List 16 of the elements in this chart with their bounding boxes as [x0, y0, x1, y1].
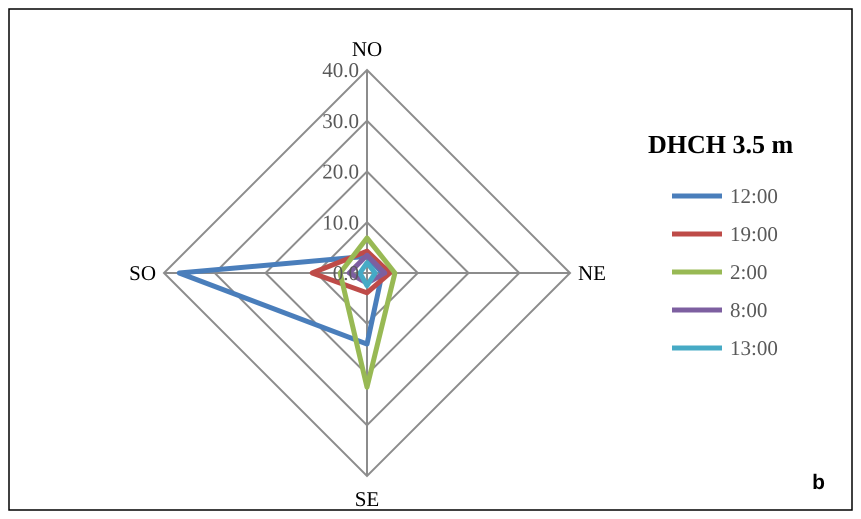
legend-label: 2:00 — [730, 260, 768, 284]
spoke-label: SO — [129, 261, 156, 285]
text: b — [812, 471, 825, 494]
legend-title: DHCH 3.5 m — [648, 130, 794, 159]
spoke-label: NE — [578, 261, 606, 285]
legend-label: 19:00 — [730, 222, 778, 246]
y-tick-label: 10.0 — [322, 210, 359, 234]
legend-label: 8:00 — [730, 298, 768, 322]
legend-label: 12:00 — [730, 184, 778, 208]
spoke-label: SE — [354, 487, 380, 511]
legend-label: 13:00 — [730, 336, 778, 360]
y-tick-label: 0.0 — [332, 261, 359, 285]
y-tick-label: 40.0 — [322, 58, 359, 82]
spoke-label: NO — [352, 37, 382, 61]
y-tick-label: 20.0 — [322, 160, 359, 184]
y-tick-label: 30.0 — [322, 108, 359, 133]
